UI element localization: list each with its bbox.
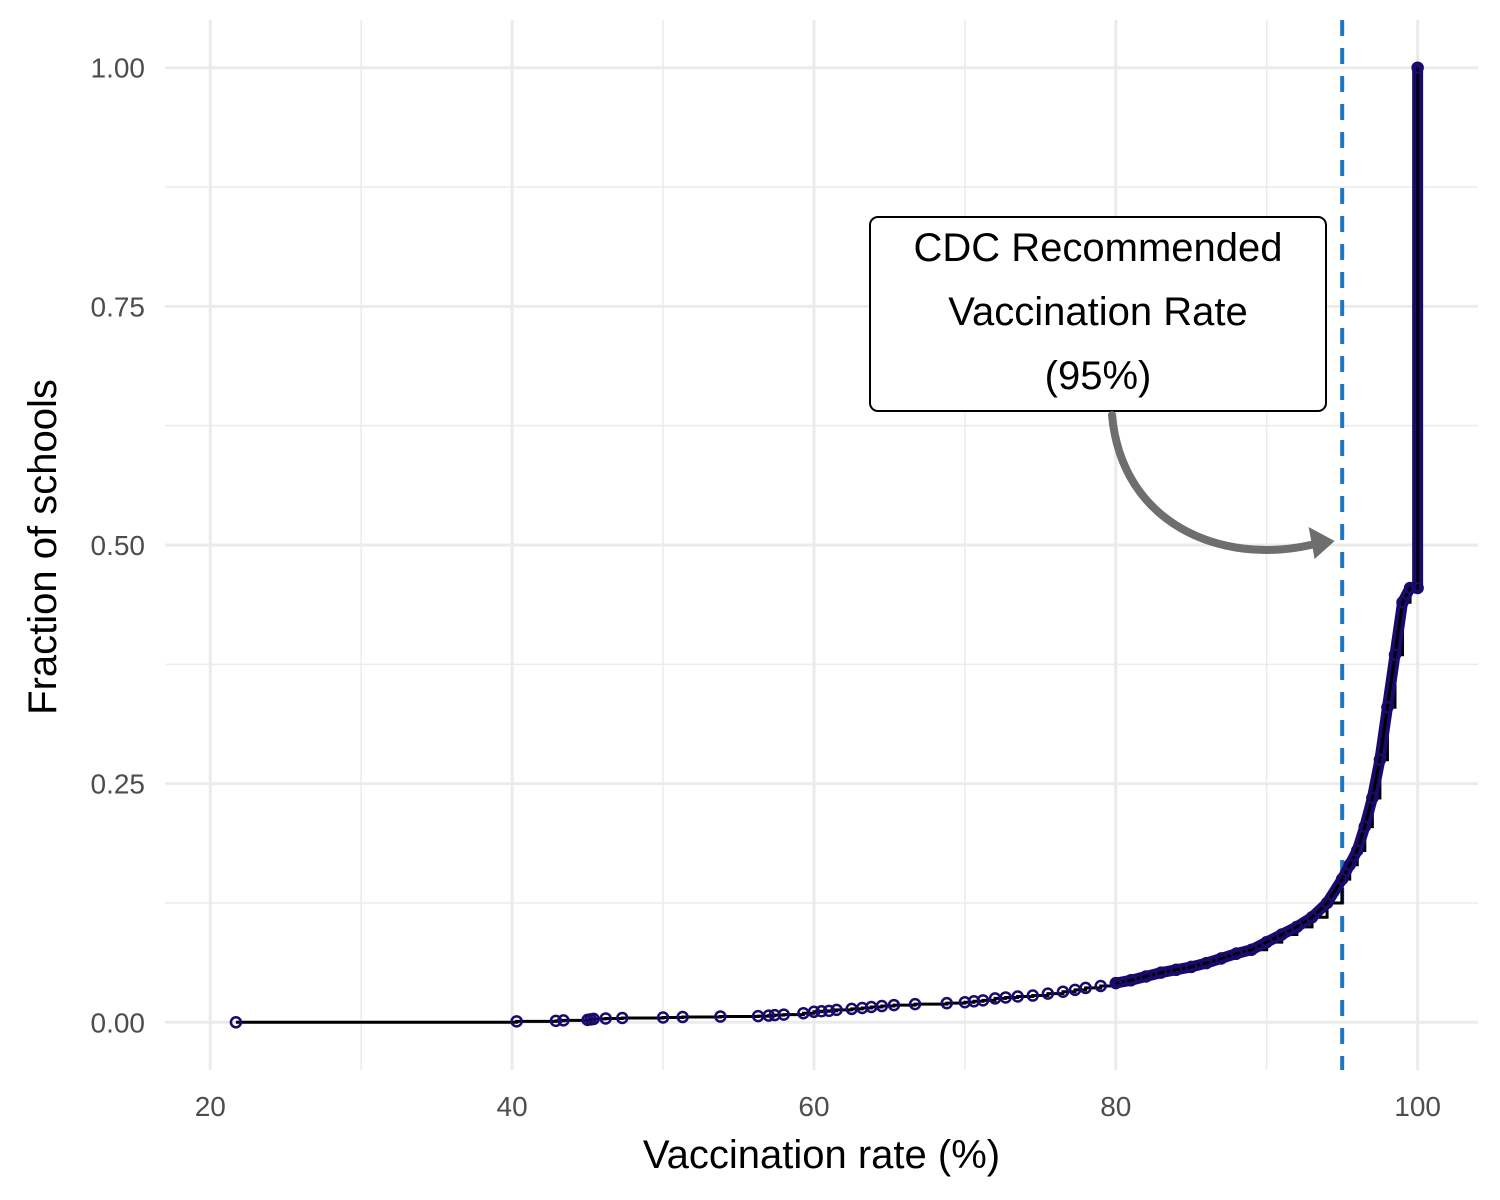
data-point [1185, 960, 1198, 974]
data-point [1169, 963, 1183, 977]
y-tick-label: 1.00 [91, 53, 146, 84]
y-tick-label: 0.50 [91, 530, 146, 561]
data-point [908, 997, 922, 1011]
data-point [887, 998, 901, 1012]
x-axis-title: Vaccination rate (%) [643, 1133, 1000, 1177]
data-point [714, 1010, 727, 1023]
data-point [587, 1012, 600, 1026]
data-point [656, 1011, 670, 1024]
x-tick-label: 100 [1394, 1091, 1441, 1122]
data-point [1041, 987, 1055, 1000]
data-point [557, 1014, 570, 1027]
data-point [1396, 596, 1409, 609]
data-point [1026, 989, 1040, 1002]
y-tick-label: 0.00 [91, 1007, 146, 1038]
data-point [830, 1003, 843, 1017]
data-point [599, 1012, 612, 1025]
annotation-text-line: Vaccination Rate [948, 290, 1247, 334]
x-tick-label: 20 [195, 1091, 226, 1122]
data-point [1230, 947, 1243, 960]
data-point [1373, 753, 1387, 767]
annotation-arrowhead [1308, 527, 1335, 559]
data-point [1200, 956, 1213, 970]
y-tick-label: 0.75 [91, 291, 146, 322]
x-tick-label: 60 [798, 1091, 829, 1122]
data-point [1124, 974, 1138, 987]
data-point [815, 1005, 828, 1018]
data-point [1343, 858, 1356, 872]
data-point [1139, 970, 1153, 983]
data-point [1011, 990, 1024, 1003]
data-point [976, 994, 990, 1007]
series-group [229, 61, 1424, 1029]
y-tick-label: 0.25 [91, 769, 146, 800]
data-point [1215, 952, 1228, 965]
x-tick-labels: 20 40 60 80 100 [195, 1091, 1441, 1122]
data-point [1056, 985, 1070, 998]
annotation-box [869, 216, 1327, 412]
data-point [1320, 896, 1334, 910]
data-point [1403, 581, 1417, 595]
data-point [940, 996, 954, 1010]
data-point [1109, 976, 1123, 990]
data-point [1388, 648, 1402, 662]
data-point [549, 1014, 563, 1028]
data-point [777, 1008, 791, 1021]
data-point [762, 1009, 775, 1022]
data-point [616, 1011, 629, 1025]
data-point [1260, 935, 1273, 949]
data-point [1245, 943, 1258, 956]
annotation-group: CDC Recommended Vaccination Rate (95%) [869, 216, 1335, 559]
data-point [1094, 979, 1107, 993]
annotation-arrow [1108, 411, 1315, 554]
y-tick-labels: 0.00 0.25 0.50 0.75 1.00 [91, 53, 146, 1039]
data-point [1305, 911, 1319, 924]
data-point [510, 1015, 523, 1028]
data-point [1290, 920, 1304, 934]
y-axis-title: Fraction of schools [21, 379, 65, 715]
data-point [1335, 872, 1349, 886]
data-point [1358, 820, 1372, 833]
data-point [999, 991, 1012, 1004]
data-point [1154, 966, 1168, 979]
data-point [875, 999, 889, 1013]
data-point [1381, 701, 1394, 714]
data-point [1411, 61, 1424, 74]
data-point [1275, 928, 1289, 941]
minor-gridlines [165, 20, 1478, 1070]
data-point [676, 1010, 689, 1024]
annotation-text-line: CDC Recommended [913, 226, 1282, 270]
data-point [807, 1005, 821, 1019]
x-tick-label: 40 [497, 1091, 528, 1122]
data-point [229, 1016, 243, 1029]
annotation-text-line: (95%) [1045, 354, 1152, 398]
data-point [1411, 581, 1424, 595]
data-point [1079, 981, 1092, 995]
data-point [822, 1004, 836, 1018]
data-point [1351, 844, 1364, 857]
major-gridlines [165, 20, 1478, 1070]
x-tick-label: 80 [1100, 1091, 1131, 1122]
data-point [1366, 791, 1379, 805]
